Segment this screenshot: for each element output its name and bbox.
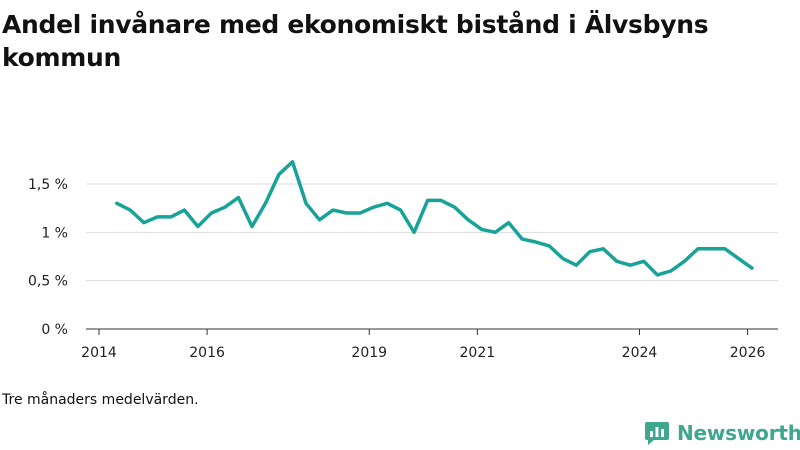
footnote: Tre månaders medelvärden.	[2, 392, 199, 408]
x-tick-label: 2016	[189, 345, 225, 361]
newsworthy-logo-icon	[645, 422, 669, 445]
y-tick-label: 1,5 %	[28, 177, 68, 193]
chart-title: Andel invånare med ekonomiskt bistånd i …	[2, 10, 709, 72]
brand-logo[interactable]: Newsworthy	[644, 420, 800, 446]
x-tick-label: 2024	[622, 345, 658, 361]
x-tick-label: 2019	[351, 345, 387, 361]
y-tick-label: 0 %	[41, 322, 68, 338]
x-tick-label: 2014	[81, 345, 117, 361]
brand-name: Newsworthy	[677, 421, 800, 445]
x-tick-label: 2026	[730, 345, 766, 361]
y-tick-label: 0,5 %	[28, 274, 68, 290]
y-tick-label: 1 %	[41, 225, 68, 241]
x-tick-label: 2021	[460, 345, 496, 361]
series-line	[115, 160, 754, 277]
